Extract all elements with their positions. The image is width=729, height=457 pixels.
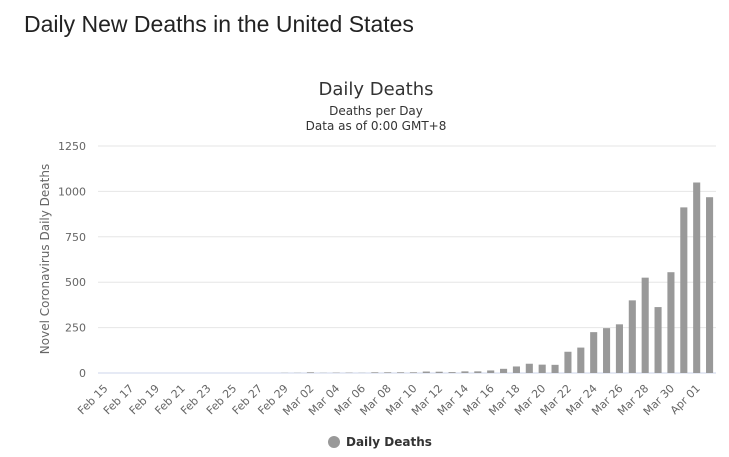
bar[interactable] [603,328,611,373]
bar[interactable] [628,300,636,373]
bar[interactable] [422,371,430,373]
bar[interactable] [693,182,701,373]
bar[interactable] [448,372,456,373]
bar[interactable] [397,372,405,373]
bar[interactable] [706,197,714,373]
bar[interactable] [525,363,533,373]
bar[interactable] [409,372,417,373]
bar[interactable] [590,332,598,373]
bar[interactable] [512,366,520,373]
bar[interactable] [654,307,662,373]
bar[interactable] [487,370,495,373]
y-axis-title: Novel Coronavirus Daily Deaths [38,164,52,354]
page-heading: Daily New Deaths in the United States [24,11,414,37]
bar[interactable] [641,277,649,373]
chart-title: Daily Deaths [318,79,433,100]
chart-subtitle-line-1: Deaths per Day [329,104,423,118]
bar[interactable] [667,272,675,373]
bar[interactable] [577,347,585,373]
bar[interactable] [551,364,559,373]
y-tick-label: 750 [65,231,86,244]
bar[interactable] [564,351,572,373]
y-axis-ticks: 0 250 500 750 1000 1250 [58,140,86,380]
bar[interactable] [461,371,469,373]
legend-series-marker-icon[interactable] [328,436,340,448]
bar[interactable] [680,207,688,373]
y-tick-label: 1250 [58,140,86,153]
bar[interactable] [474,371,482,373]
y-tick-label: 1000 [58,185,86,198]
y-tick-label: 0 [79,367,86,380]
y-tick-label: 250 [65,322,86,335]
y-tick-label: 500 [65,276,86,289]
legend-series-label[interactable]: Daily Deaths [346,435,432,449]
bar[interactable] [615,324,623,373]
bar[interactable] [306,372,314,373]
bar[interactable] [435,371,443,373]
grid-lines [98,145,716,374]
bar-series [281,182,714,373]
bar[interactable] [500,368,508,373]
legend[interactable]: Daily Deaths [328,435,432,449]
bar[interactable] [384,372,392,373]
bar[interactable] [371,372,379,373]
chart-subtitle-line-2: Data as of 0:00 GMT+8 [306,119,447,133]
bar[interactable] [538,364,546,373]
